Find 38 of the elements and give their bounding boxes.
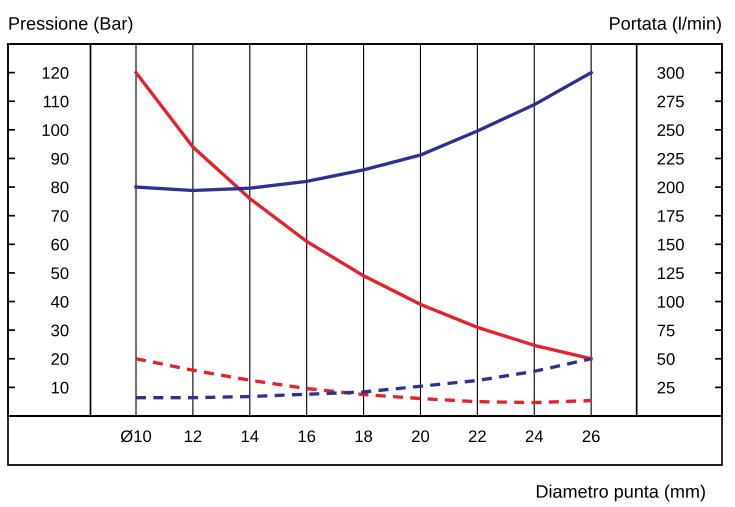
- y-tick-label: 100: [42, 124, 68, 136]
- y2-axis-title: Portata (l/min): [610, 16, 721, 34]
- y2-tick-label: 25: [658, 382, 675, 394]
- x-tick-label: 16: [298, 430, 316, 442]
- x-tick-label: 12: [184, 430, 202, 442]
- y2-tick-label: 75: [658, 324, 675, 336]
- y2-tick-label: 275: [658, 96, 684, 108]
- y-tick-label: 60: [51, 238, 68, 251]
- y2-tick-label: 125: [658, 267, 684, 280]
- x-tick-label: 20: [412, 430, 430, 442]
- x-tick-label: 24: [526, 430, 544, 442]
- x-tick-label: 18: [356, 430, 372, 442]
- line-series: [134, 70, 593, 360]
- y-tick-label: 90: [51, 152, 68, 165]
- y-tick-label: 120: [42, 67, 68, 79]
- y-tick-label: 70: [51, 210, 68, 222]
- y2-tick-label: 200: [658, 181, 684, 194]
- y-axis-title: Pressione (Bar): [9, 16, 132, 34]
- y-tick-label: 20: [51, 353, 68, 365]
- y-tick-label: 40: [50, 296, 68, 308]
- y2-tick-label: 150: [658, 238, 684, 251]
- x-axis-title: Diametro punta (mm): [536, 484, 705, 502]
- x-tick-label: 26: [582, 430, 600, 442]
- x-tick-label: 14: [242, 430, 259, 442]
- y-tick-label: 80: [51, 181, 68, 194]
- y-tick-label: 30: [51, 324, 68, 336]
- y-tick-label: 10: [52, 382, 68, 394]
- y2-tick-label: 50: [657, 353, 675, 365]
- y-tick-label: 50: [51, 267, 68, 280]
- y-tick-label: 110: [44, 96, 68, 108]
- y2-tick-label: 100: [658, 296, 684, 308]
- x-tick-label: 22: [468, 430, 486, 442]
- y2-tick-label: 250: [658, 124, 684, 136]
- y2-tick-label: 300: [657, 67, 684, 79]
- line-series: [134, 70, 593, 192]
- y2-tick-label: 175: [658, 210, 684, 222]
- y2-tick-label: 225: [658, 152, 684, 165]
- x-tick-label: Ø10: [120, 430, 152, 442]
